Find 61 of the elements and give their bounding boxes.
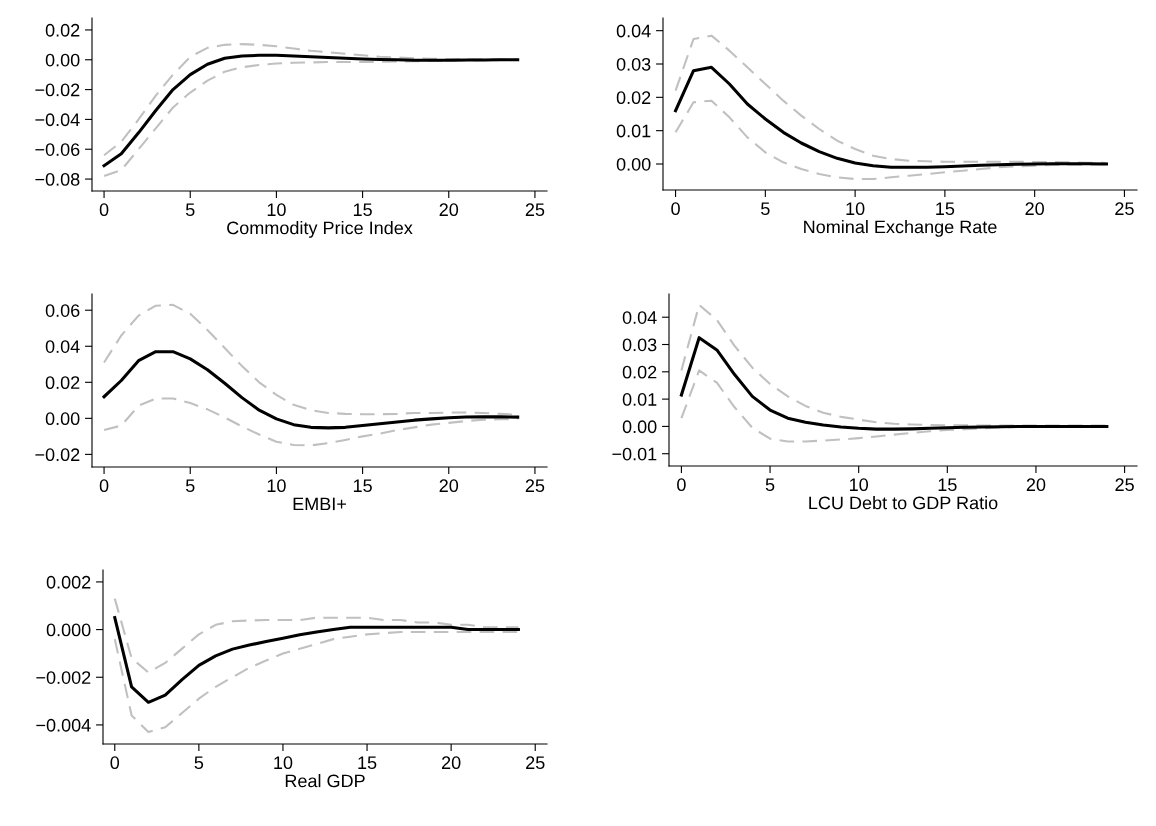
x-axis-title: Real GDP bbox=[285, 774, 365, 788]
y-tick-label: 0.02 bbox=[616, 91, 651, 105]
y-tick-label: 0.04 bbox=[45, 340, 80, 353]
y-tick-label: −0.01 bbox=[612, 447, 657, 461]
y-tick-label: −0.04 bbox=[35, 113, 80, 127]
y-tick-label: 0.00 bbox=[616, 157, 651, 171]
x-tick-label: 5 bbox=[185, 479, 195, 493]
x-axis-title: EMBI+ bbox=[293, 497, 346, 511]
x-tick-label: 0 bbox=[99, 203, 109, 217]
x-tick-label: 15 bbox=[936, 202, 955, 216]
x-tick-label: 0 bbox=[671, 202, 680, 216]
x-tick-label: 15 bbox=[938, 478, 957, 492]
y-tick-label: 0.04 bbox=[616, 24, 651, 38]
x-tick-label: 25 bbox=[1115, 478, 1134, 492]
x-tick-label: 0 bbox=[99, 479, 109, 493]
x-tick-label: 25 bbox=[525, 479, 545, 493]
y-tick-label: 0.01 bbox=[622, 393, 657, 406]
y-tick-label: 0.06 bbox=[45, 304, 80, 317]
y-tick-label: 0.02 bbox=[45, 376, 80, 390]
x-tick-label: 20 bbox=[439, 203, 459, 217]
y-tick-label: −0.002 bbox=[36, 671, 91, 684]
x-tick-label: 15 bbox=[353, 203, 372, 217]
x-tick-label: 15 bbox=[358, 756, 377, 770]
y-tick-label: 0.02 bbox=[622, 365, 657, 379]
x-tick-label: 25 bbox=[525, 203, 545, 217]
y-tick-label: −0.08 bbox=[35, 173, 80, 186]
y-tick-label: 0.00 bbox=[45, 412, 80, 426]
y-tick-label: −0.004 bbox=[36, 718, 91, 732]
x-tick-label: 10 bbox=[267, 479, 286, 493]
y-tick-label: −0.06 bbox=[35, 143, 80, 156]
y-tick-label: 0.01 bbox=[616, 124, 651, 138]
x-tick-label: 10 bbox=[850, 478, 869, 492]
x-tick-label: 15 bbox=[353, 479, 372, 493]
x-tick-label: 20 bbox=[439, 479, 459, 493]
y-tick-label: 0.03 bbox=[616, 57, 651, 71]
y-tick-label: −0.02 bbox=[35, 83, 80, 97]
x-tick-label: 5 bbox=[761, 202, 770, 216]
x-tick-label: 20 bbox=[442, 756, 461, 770]
x-axis-title: Commodity Price Index bbox=[227, 221, 413, 238]
x-tick-label: 5 bbox=[765, 478, 775, 492]
x-tick-label: 10 bbox=[274, 756, 293, 770]
x-tick-label: 0 bbox=[110, 756, 120, 770]
y-tick-label: 0.00 bbox=[45, 53, 80, 67]
x-tick-label: 5 bbox=[185, 203, 195, 217]
y-tick-label: 0.002 bbox=[46, 575, 91, 589]
y-tick-label: 0.000 bbox=[46, 623, 91, 637]
x-tick-label: 10 bbox=[267, 203, 286, 217]
y-tick-label: 0.03 bbox=[622, 338, 657, 352]
x-tick-label: 20 bbox=[1025, 202, 1044, 216]
x-axis-title: LCU Debt to GDP Ratio bbox=[809, 496, 998, 510]
x-tick-label: 0 bbox=[677, 478, 686, 492]
x-tick-label: 10 bbox=[846, 202, 865, 216]
x-tick-label: 25 bbox=[1115, 202, 1134, 216]
x-tick-label: 25 bbox=[526, 756, 545, 770]
x-tick-label: 20 bbox=[1026, 478, 1046, 492]
y-tick-label: 0.02 bbox=[45, 23, 80, 37]
y-tick-label: −0.02 bbox=[35, 448, 80, 462]
y-tick-label: 0.00 bbox=[622, 420, 657, 434]
x-tick-label: 5 bbox=[194, 756, 204, 770]
y-tick-label: 0.04 bbox=[622, 311, 657, 324]
x-axis-title: Nominal Exchange Rate bbox=[804, 220, 997, 237]
